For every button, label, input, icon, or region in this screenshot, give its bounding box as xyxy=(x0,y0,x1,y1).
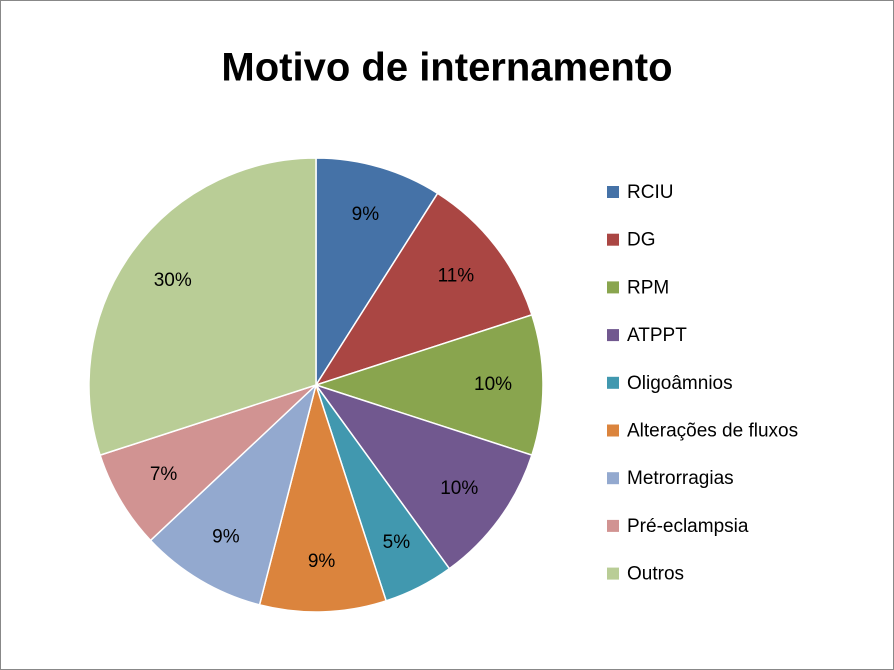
legend-label: Outros xyxy=(627,564,684,585)
data-label: 10% xyxy=(474,374,512,395)
pie-slice xyxy=(315,157,439,388)
legend-swatch xyxy=(607,567,619,580)
legend-label: DG xyxy=(627,230,656,251)
legend-label: RPM xyxy=(627,277,669,298)
legend-swatch xyxy=(607,233,619,246)
data-label: 10% xyxy=(440,478,478,499)
data-label: 9% xyxy=(352,204,380,225)
legend-swatch xyxy=(607,281,619,294)
legend-label: Metrorragias xyxy=(627,468,734,489)
data-label: 5% xyxy=(383,532,411,553)
pie-slice xyxy=(88,157,317,457)
chart-title: Motivo de internamento xyxy=(221,46,672,90)
legend-swatch xyxy=(607,424,619,437)
data-label: 30% xyxy=(154,270,192,291)
legend-swatch xyxy=(607,519,619,532)
legend-label: ATPPT xyxy=(627,325,687,346)
data-label: 9% xyxy=(212,526,240,547)
legend-swatch xyxy=(607,329,619,342)
pie-slice xyxy=(258,382,388,613)
pie-slice xyxy=(314,192,533,387)
legend-label: Oligoâmnios xyxy=(627,373,733,394)
legend-label: RCIU xyxy=(627,182,673,203)
legend-swatch xyxy=(607,186,619,198)
legend-label: Alterações de fluxos xyxy=(627,421,798,442)
legend-label: Pré-eclampsia xyxy=(627,516,749,537)
pie-slice xyxy=(314,383,533,570)
legend-swatch xyxy=(607,376,619,389)
data-label: 7% xyxy=(150,464,178,485)
data-label: 11% xyxy=(438,265,475,286)
data-label: 9% xyxy=(308,551,336,572)
pie-slice xyxy=(313,313,544,457)
pie-slice xyxy=(149,382,318,606)
legend-swatch xyxy=(607,472,619,485)
